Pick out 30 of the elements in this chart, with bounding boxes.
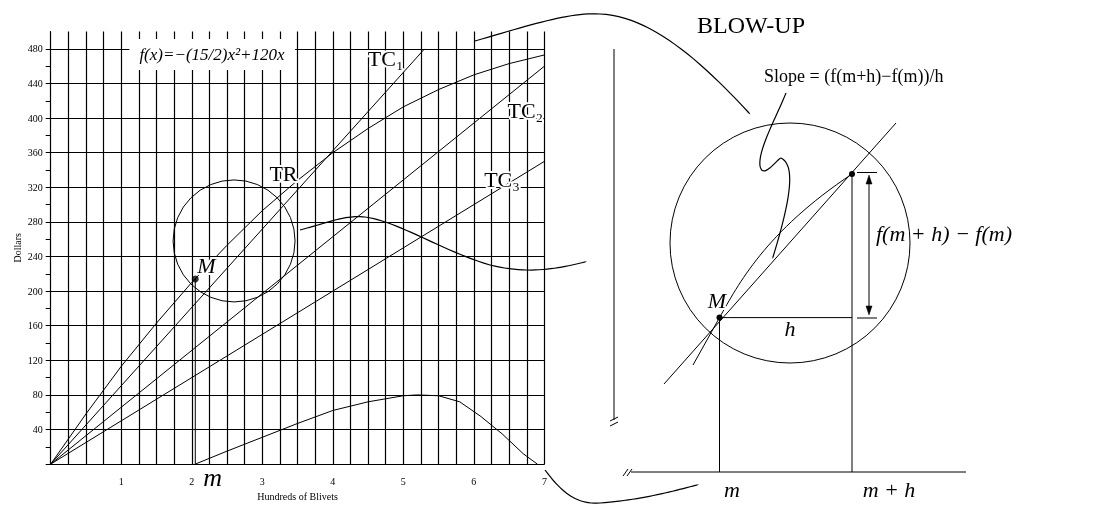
x-tick-label: 4 xyxy=(330,475,336,487)
y-tick-label: 280 xyxy=(27,216,43,228)
y-tick-label: 80 xyxy=(32,389,43,401)
x-tick-label: 1 xyxy=(118,475,124,487)
x-axis-title: Hundreds of Blivets xyxy=(257,490,338,502)
y-tick-label: 480 xyxy=(27,43,43,55)
y-tick-label: 320 xyxy=(27,181,43,193)
annotation: m xyxy=(203,463,223,493)
y-tick-label: 120 xyxy=(27,354,43,366)
text: Slope = (f(m+h)−f(m))/h xyxy=(764,66,944,87)
y-axis-title: Dollars xyxy=(12,233,24,263)
y-tick-label: 40 xyxy=(32,424,43,435)
x-tick-label: 6 xyxy=(471,475,477,487)
text: BLOW-UP xyxy=(697,12,805,38)
y-tick-label: 400 xyxy=(27,112,43,124)
text: M xyxy=(706,288,728,313)
y-tick-label: 440 xyxy=(27,78,43,89)
text: m + h xyxy=(862,477,916,502)
text: m xyxy=(724,477,740,502)
text: f(m + h) − f(m) xyxy=(876,221,1012,246)
x-tick-label: 5 xyxy=(400,475,406,487)
y-tick-label: 160 xyxy=(27,320,43,332)
y-tick-label: 240 xyxy=(27,251,43,262)
x-tick-label: 7 xyxy=(541,475,547,487)
text: h xyxy=(784,316,796,341)
y-tick-label: 360 xyxy=(27,147,43,159)
y-tick-label: 200 xyxy=(27,285,43,297)
annotation: f(x)=−(15/2)x²+120x xyxy=(139,45,286,64)
x-tick-label: 3 xyxy=(259,475,265,487)
x-tick-label: 2 xyxy=(189,475,195,487)
